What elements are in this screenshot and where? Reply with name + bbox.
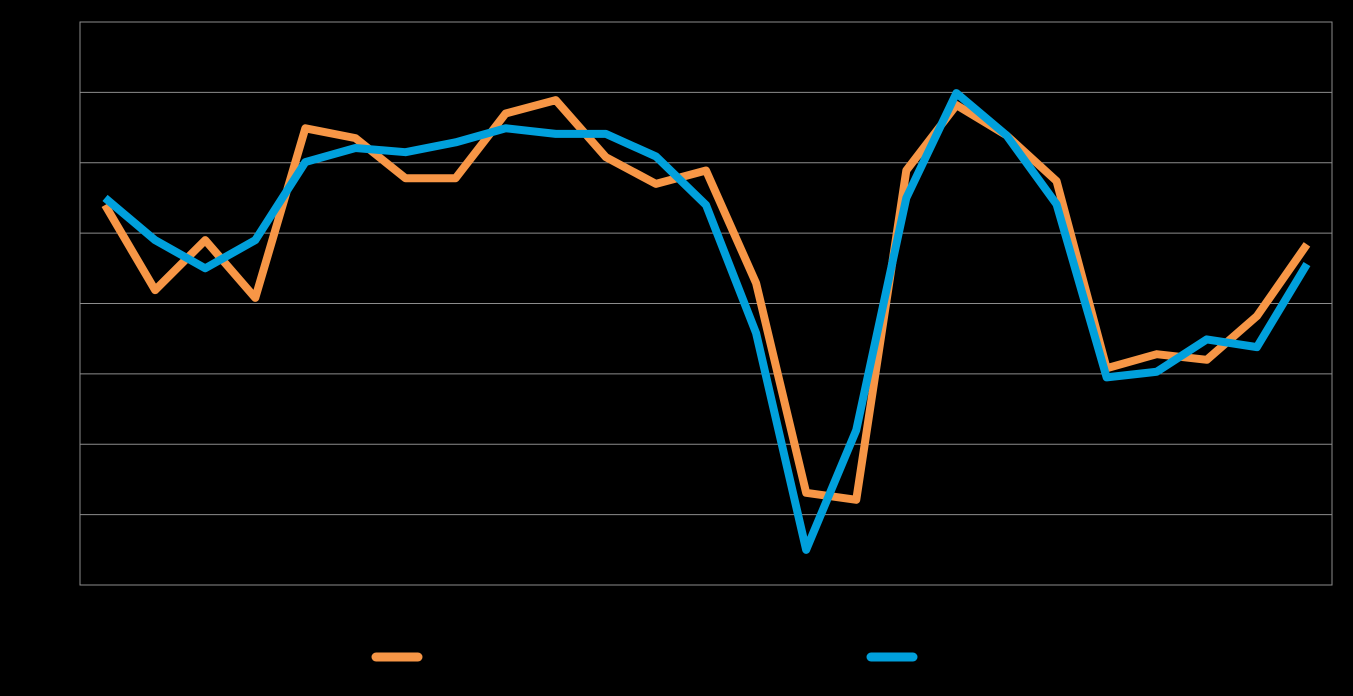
data-line [102, 89, 1311, 554]
y-tick-label: 3 [64, 365, 72, 381]
y-tick-label: 4 [64, 294, 72, 310]
y-tick-label: 0 [64, 576, 72, 592]
y-tick-label: 6 [64, 153, 72, 169]
y-tick-label: 2 [64, 435, 72, 451]
y-tick-label: 7 [64, 83, 72, 99]
y-tick-label: 8 [64, 13, 72, 29]
y-tick-label: 5 [64, 224, 72, 240]
y-tick-label: 1 [64, 505, 72, 521]
